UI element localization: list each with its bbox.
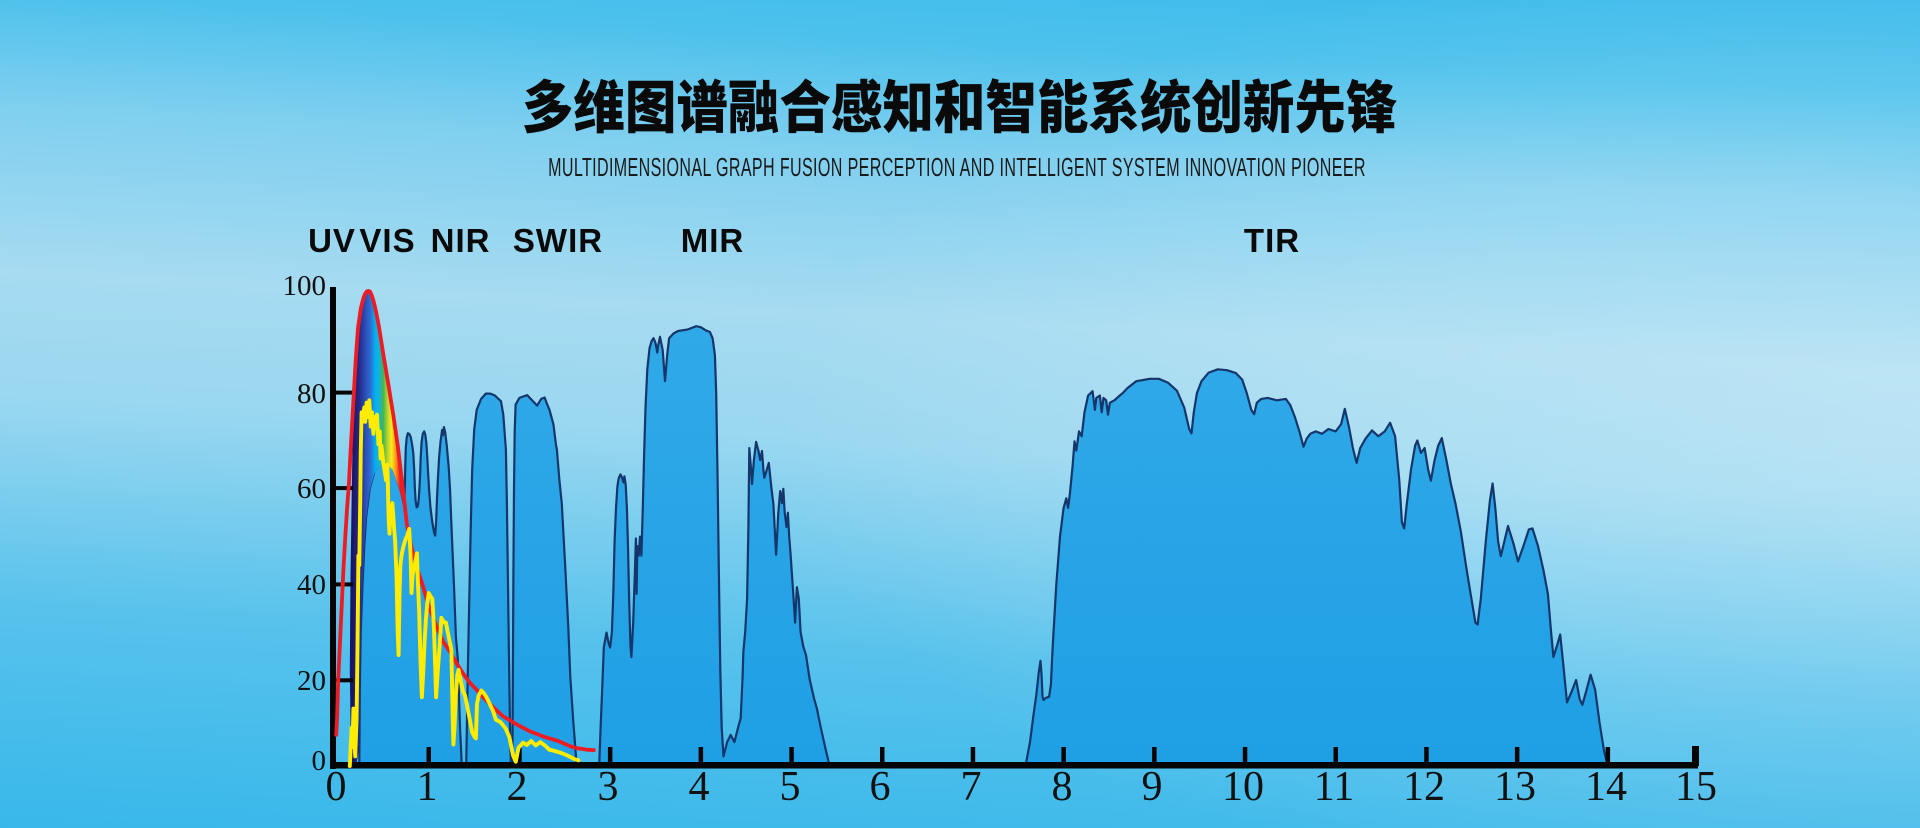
svg-text:6: 6 [870, 764, 891, 810]
svg-text:14: 14 [1585, 764, 1627, 810]
svg-text:7: 7 [961, 764, 982, 810]
svg-text:80: 80 [297, 378, 326, 410]
svg-text:0: 0 [312, 745, 327, 777]
svg-text:4: 4 [689, 764, 710, 810]
svg-text:8: 8 [1052, 764, 1073, 810]
svg-text:TIR: TIR [1244, 222, 1300, 259]
svg-text:15: 15 [1675, 764, 1717, 810]
svg-text:100: 100 [283, 270, 327, 302]
svg-text:60: 60 [297, 473, 326, 505]
svg-text:2: 2 [507, 764, 528, 810]
svg-text:NIR: NIR [431, 222, 491, 259]
svg-text:10: 10 [1222, 764, 1264, 810]
svg-text:SWIR: SWIR [513, 222, 603, 259]
svg-text:9: 9 [1142, 764, 1163, 810]
svg-text:11: 11 [1314, 764, 1354, 810]
svg-text:MULTIDIMENSIONAL GRAPH FUSION: MULTIDIMENSIONAL GRAPH FUSION PERCEPTION… [548, 153, 1366, 182]
svg-text:3: 3 [598, 764, 619, 810]
svg-text:5: 5 [780, 764, 801, 810]
svg-text:VIS: VIS [359, 222, 415, 259]
svg-text:0: 0 [326, 764, 347, 810]
svg-text:1: 1 [417, 764, 438, 810]
svg-text:13: 13 [1494, 764, 1536, 810]
svg-text:40: 40 [297, 569, 326, 601]
svg-text:12: 12 [1403, 764, 1445, 810]
svg-text:20: 20 [297, 665, 326, 697]
svg-text:MIR: MIR [681, 222, 745, 259]
svg-text:UV: UV [308, 222, 356, 259]
